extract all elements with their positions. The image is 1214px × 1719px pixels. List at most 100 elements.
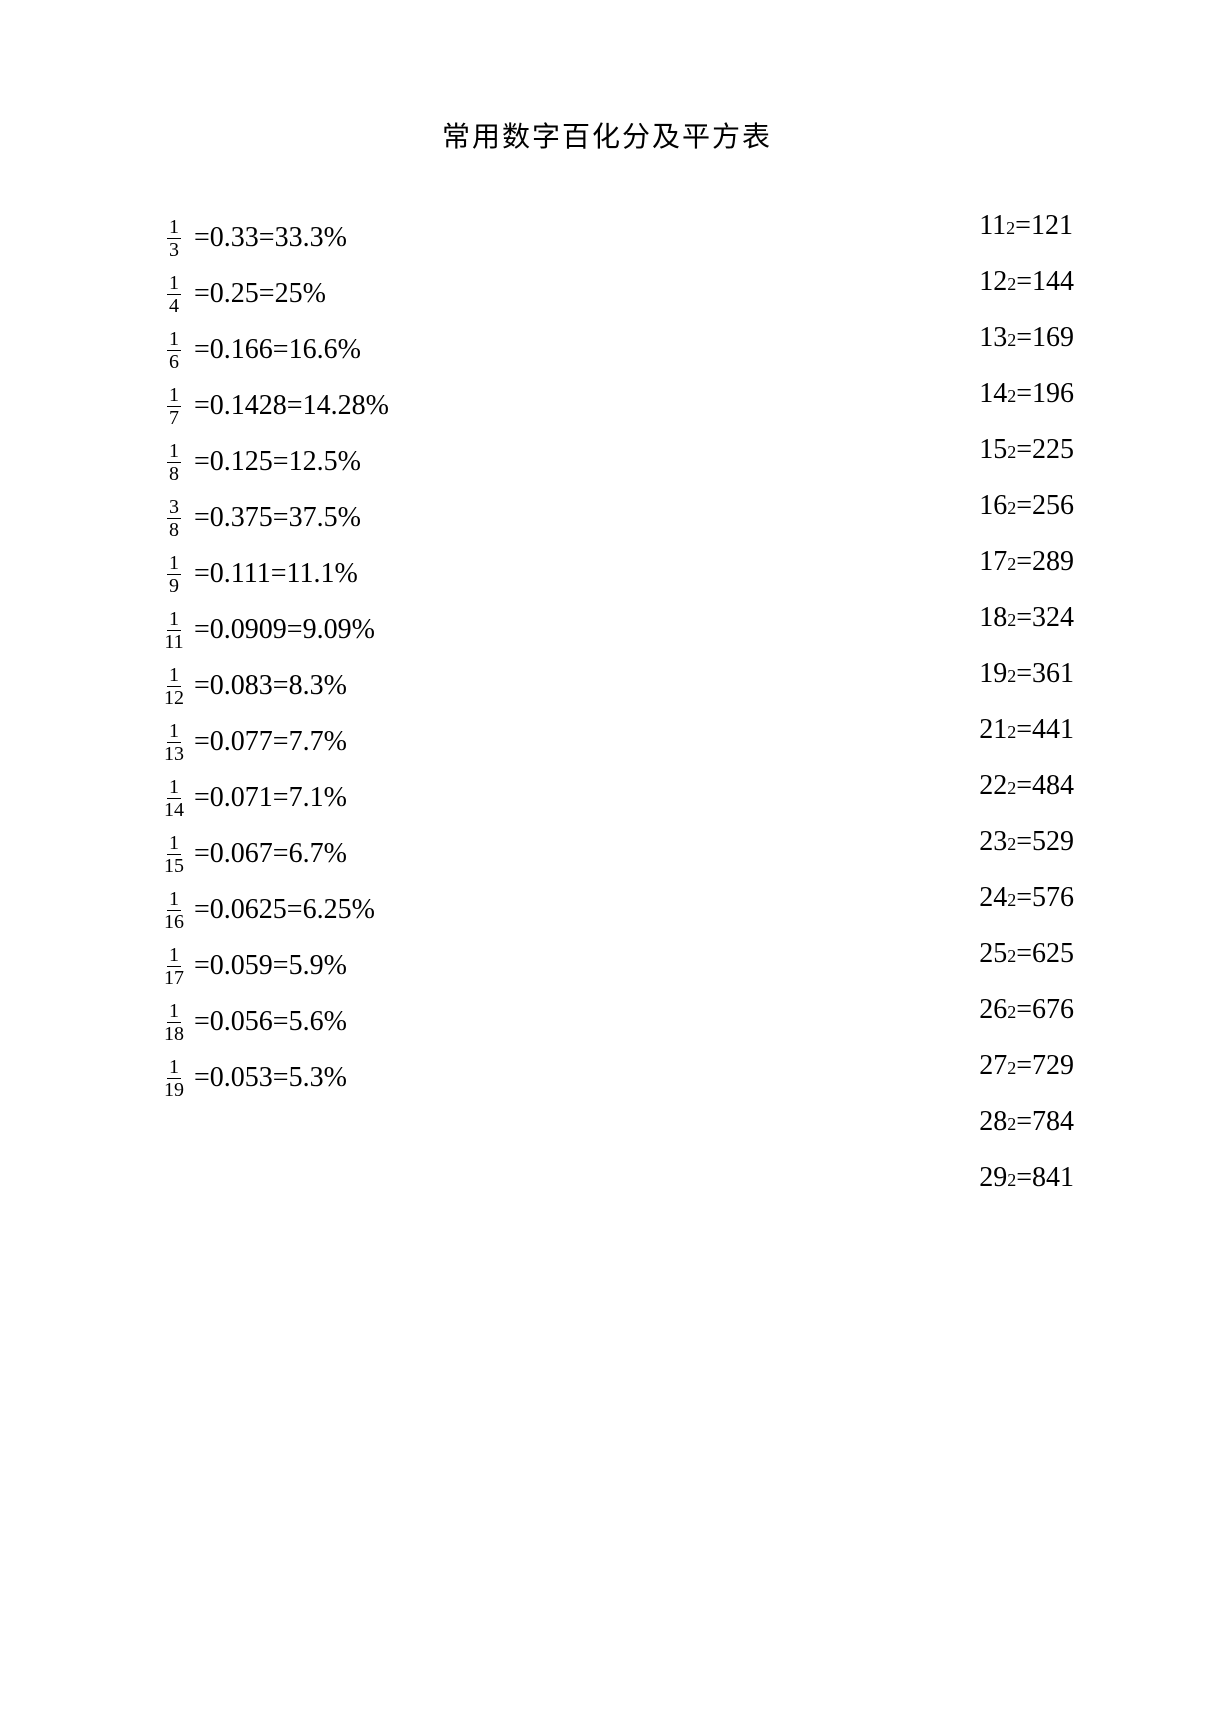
fraction-row: 1 8 =0.125 =12.5%: [160, 434, 680, 490]
square-row: 242=576: [979, 882, 1074, 938]
square-base: 23: [979, 826, 1007, 858]
square-row: 192=361: [979, 658, 1074, 714]
fraction-denominator: 19: [162, 1079, 186, 1100]
fraction-decimal: =0.067: [194, 838, 273, 870]
square-base: 16: [979, 490, 1007, 522]
square-base: 18: [979, 602, 1007, 634]
fraction-decimal: =0.071: [194, 782, 273, 814]
square-row: 122=144: [979, 266, 1074, 322]
fraction-numerator: 1: [167, 609, 181, 631]
square-result: =289: [1016, 546, 1074, 578]
square-result: =324: [1016, 602, 1074, 634]
square-row: 262=676: [979, 994, 1074, 1050]
square-result: =169: [1016, 322, 1074, 354]
fraction-numerator: 1: [167, 721, 181, 743]
fraction-decimal: =0.25: [194, 278, 259, 310]
fraction-numerator: 1: [167, 217, 181, 239]
square-base: 22: [979, 770, 1007, 802]
square-row: 232=529: [979, 826, 1074, 882]
fraction-decimal: =0.053: [194, 1062, 273, 1094]
fraction-percent: =14.28%: [287, 390, 389, 422]
fraction-row: 1 18 =0.056 =5.6%: [160, 994, 680, 1050]
square-result: =784: [1016, 1106, 1074, 1138]
fraction-numerator: 1: [167, 1057, 181, 1079]
fraction-row: 1 3 =0.33 =33.3%: [160, 210, 680, 266]
fraction-row: 1 9 =0.111 =11.1%: [160, 546, 680, 602]
fraction-denominator: 15: [162, 855, 186, 876]
square-row: 212=441: [979, 714, 1074, 770]
fraction-row: 1 12 =0.083 =8.3%: [160, 658, 680, 714]
square-result: =121: [1015, 210, 1073, 242]
square-result: =841: [1016, 1162, 1074, 1194]
fraction-row: 1 17 =0.059 =5.9%: [160, 938, 680, 994]
fraction: 1 8: [160, 441, 188, 484]
square-row: 272=729: [979, 1050, 1074, 1106]
square-result: =441: [1016, 714, 1074, 746]
square-row: 222=484: [979, 770, 1074, 826]
square-row: 162=256: [979, 490, 1074, 546]
square-base: 17: [979, 546, 1007, 578]
fraction-percent: =25%: [259, 278, 326, 310]
fraction-row: 1 15 =0.067 =6.7%: [160, 826, 680, 882]
fraction-percent: =12.5%: [273, 446, 361, 478]
fraction-decimal: =0.375: [194, 502, 273, 534]
fraction-denominator: 12: [162, 687, 186, 708]
fraction-decimal: =0.125: [194, 446, 273, 478]
fraction-row: 1 7 =0.1428 =14.28%: [160, 378, 680, 434]
fraction-numerator: 1: [167, 441, 181, 463]
fraction: 1 14: [160, 777, 188, 820]
fraction-percent: =37.5%: [273, 502, 361, 534]
square-result: =196: [1016, 378, 1074, 410]
square-result: =256: [1016, 490, 1074, 522]
square-row: 182=324: [979, 602, 1074, 658]
fraction-decimal: =0.059: [194, 950, 273, 982]
fraction: 1 16: [160, 889, 188, 932]
fraction-denominator: 13: [162, 743, 186, 764]
fraction-numerator: 1: [167, 889, 181, 911]
square-result: =225: [1016, 434, 1074, 466]
square-base: 15: [979, 434, 1007, 466]
fraction-numerator: 3: [167, 497, 181, 519]
fraction-numerator: 1: [167, 273, 181, 295]
square-base: 11: [979, 210, 1006, 242]
fraction-row: 1 19 =0.053 =5.3%: [160, 1050, 680, 1106]
page-title: 常用数字百化分及平方表: [0, 115, 1214, 155]
fraction-row: 1 4 =0.25 =25%: [160, 266, 680, 322]
fraction-percent: =5.3%: [273, 1062, 347, 1094]
fraction-denominator: 7: [167, 407, 181, 428]
square-result: =625: [1016, 938, 1074, 970]
square-row: 172=289: [979, 546, 1074, 602]
fraction-denominator: 18: [162, 1023, 186, 1044]
square-result: =361: [1016, 658, 1074, 690]
fraction-denominator: 4: [167, 295, 181, 316]
square-row: 292=841: [979, 1162, 1074, 1218]
fraction-row: 3 8 =0.375 =37.5%: [160, 490, 680, 546]
fractions-column: 1 3 =0.33 =33.3% 1 4 =0.25 =25% 1 6 =0.1…: [160, 210, 680, 1218]
fraction-percent: =8.3%: [273, 670, 347, 702]
fraction-numerator: 1: [167, 553, 181, 575]
square-base: 21: [979, 714, 1007, 746]
fraction-percent: =7.1%: [273, 782, 347, 814]
fraction: 1 18: [160, 1001, 188, 1044]
fraction-numerator: 1: [167, 385, 181, 407]
fraction: 1 11: [160, 609, 188, 652]
square-base: 19: [979, 658, 1007, 690]
fraction-percent: =9.09%: [287, 614, 375, 646]
fraction-percent: =7.7%: [273, 726, 347, 758]
fraction-numerator: 1: [167, 945, 181, 967]
fraction: 1 9: [160, 553, 188, 596]
fraction-denominator: 17: [162, 967, 186, 988]
fraction-row: 1 6 =0.166 =16.6%: [160, 322, 680, 378]
fraction-row: 1 14 =0.071 =7.1%: [160, 770, 680, 826]
fraction-numerator: 1: [167, 329, 181, 351]
fraction: 1 3: [160, 217, 188, 260]
fraction-decimal: =0.056: [194, 1006, 273, 1038]
square-base: 29: [979, 1162, 1007, 1194]
square-row: 112=121: [979, 210, 1074, 266]
fraction-decimal: =0.0625: [194, 894, 287, 926]
square-base: 13: [979, 322, 1007, 354]
fraction-denominator: 6: [167, 351, 181, 372]
fraction: 1 12: [160, 665, 188, 708]
fraction-numerator: 1: [167, 1001, 181, 1023]
fraction-decimal: =0.166: [194, 334, 273, 366]
